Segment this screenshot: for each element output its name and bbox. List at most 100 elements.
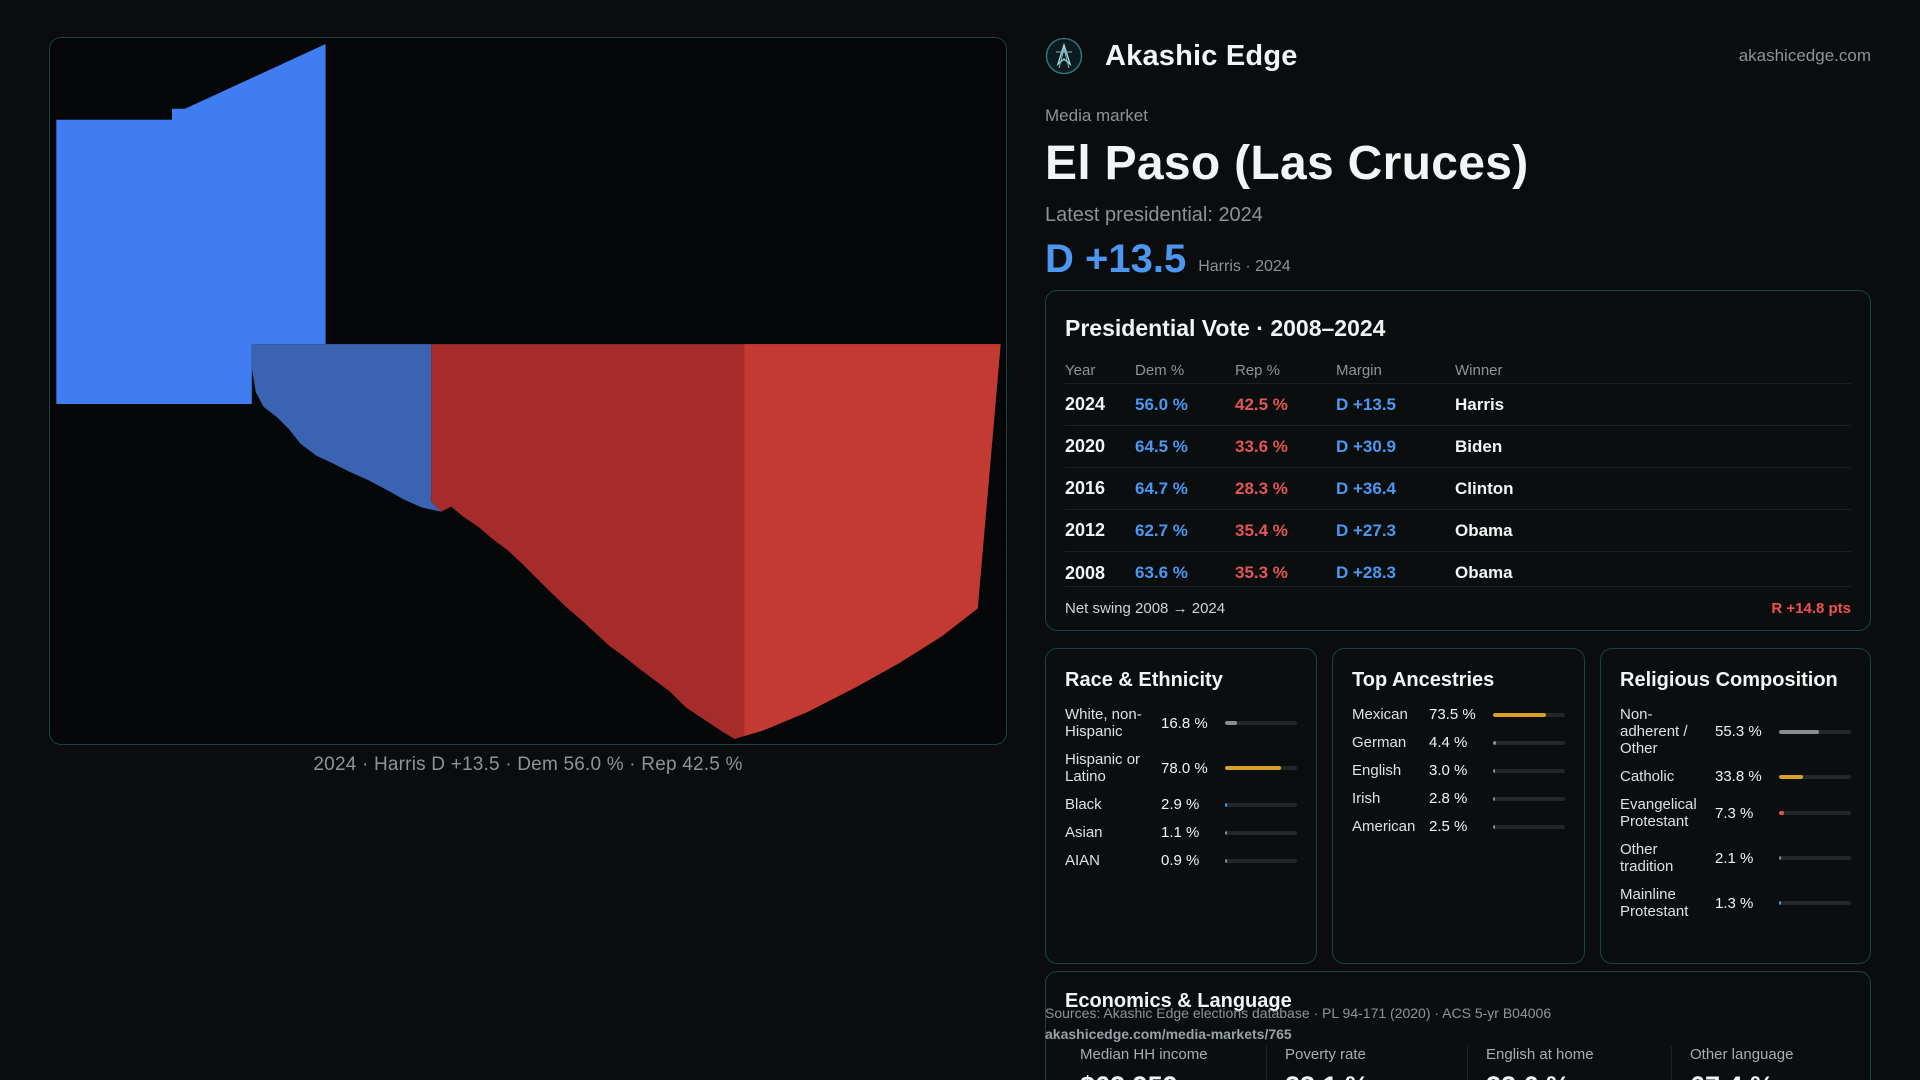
demographic-bar-fill — [1779, 811, 1785, 815]
demographic-label: Other tradition — [1620, 841, 1674, 875]
demographic-bar-fill — [1779, 774, 1804, 779]
demographics-card: Top Ancestries Mexican 73.5 % German 4.4 % En… — [1332, 648, 1585, 964]
vote-cell-year: 2012 — [1065, 520, 1106, 540]
demographics-card-title: Top Ancestries — [1352, 669, 1495, 691]
demographics-rows: Mexican 73.5 % German 4.4 % English 3.0 % Iris… — [1352, 706, 1565, 835]
demographic-label: Mexican — [1352, 706, 1408, 723]
vote-cell-winner: Harris — [1455, 394, 1505, 414]
demographic-item: Asian 1.1 % — [1065, 824, 1297, 841]
demographic-bar — [1225, 802, 1297, 807]
economics-stat-label: Poverty rate — [1285, 1046, 1366, 1063]
demographic-item: Hispanic or Latino 78.0 % — [1065, 751, 1297, 785]
demographic-bar — [1493, 740, 1565, 745]
demographic-value: 73.5 % — [1429, 706, 1476, 723]
vote-table-header: Year Dem % Rep % Margin Winner — [1065, 358, 1851, 384]
demographic-bar-fill — [1493, 740, 1497, 745]
demographic-label: Hispanic or Latino — [1065, 751, 1141, 785]
vote-col-header: Dem % — [1135, 362, 1185, 379]
demographics-card-title: Religious Composition — [1620, 669, 1838, 691]
demographic-bar — [1779, 901, 1851, 905]
demographic-value: 55.3 % — [1715, 723, 1762, 740]
vote-cell-margin: D +36.4 — [1336, 478, 1397, 498]
permalink[interactable]: akashicedge.com/media-markets/765 — [1045, 1026, 1292, 1042]
vote-cell-rep: 28.3 % — [1235, 478, 1288, 498]
economics-stat-value: 32.6 % — [1486, 1071, 1661, 1080]
economics-stat: Poverty rate 23.1 % — [1266, 1046, 1467, 1080]
economics-title: Economics & Language — [1065, 990, 1292, 1012]
map-region-big-bend-rep — [744, 344, 1001, 737]
demographic-bar — [1493, 768, 1565, 773]
detail-panel: Akashic Edge akashicedge.com Media marke… — [1045, 0, 1871, 1080]
demographic-bar — [1493, 712, 1565, 717]
map-region-el-paso-dem — [251, 344, 442, 512]
demographic-bar — [1225, 721, 1297, 725]
demographic-value: 2.9 % — [1161, 796, 1200, 813]
demographic-bar-fill — [1493, 768, 1496, 773]
demographic-bar — [1779, 729, 1851, 734]
demographic-label: Black — [1065, 796, 1102, 813]
demographic-value: 1.1 % — [1161, 824, 1200, 841]
economics-stat-value: 67.4 % — [1690, 1071, 1860, 1080]
demographic-item: Catholic 33.8 % — [1620, 768, 1851, 785]
demographic-bar — [1779, 811, 1851, 815]
demographic-item: Mexican 73.5 % — [1352, 706, 1565, 723]
vote-cell-dem: 64.7 % — [1135, 478, 1188, 498]
demographic-label: AIAN — [1065, 852, 1101, 869]
vote-col-header: Year — [1065, 362, 1096, 379]
demographic-item: Mainline Protestant 1.3 % — [1620, 886, 1851, 920]
demographic-bar-fill — [1225, 802, 1228, 807]
demographics-rows: White, non-Hispanic 16.8 % Hispanic or Lat… — [1065, 706, 1297, 869]
vote-cell-margin: D +13.5 — [1336, 394, 1397, 414]
vote-cell-dem: 62.7 % — [1135, 520, 1188, 540]
demographic-item: White, non-Hispanic 16.8 % — [1065, 706, 1297, 740]
demographic-item: Black 2.9 % — [1065, 796, 1297, 813]
demographic-item: Other tradition 2.1 % — [1620, 841, 1851, 875]
demographic-item: Irish 2.8 % — [1352, 790, 1565, 807]
margin-headline: D +13.5 — [1045, 237, 1187, 281]
brand-site-link[interactable]: akashicedge.com — [1738, 46, 1871, 65]
demographics-card-title: Race & Ethnicity — [1065, 669, 1223, 691]
demographic-bar — [1493, 824, 1565, 829]
demographics-card: Religious Composition Non-adherent / Othe… — [1600, 648, 1871, 964]
demographic-label: German — [1352, 734, 1407, 751]
vote-cell-margin: D +30.9 — [1336, 436, 1397, 456]
demographic-bar-fill — [1493, 712, 1546, 717]
brand-logo-icon — [1045, 37, 1083, 75]
vote-col-header: Margin — [1336, 362, 1382, 379]
vote-cell-dem: 56.0 % — [1135, 394, 1188, 414]
economics-stat: English at home 32.6 % — [1467, 1046, 1671, 1080]
vote-cell-year: 2016 — [1065, 478, 1106, 498]
demographic-bar — [1779, 774, 1851, 779]
vote-cell-winner: Biden — [1455, 436, 1503, 456]
presidential-vote-card: Presidential Vote · 2008–2024 Year Dem % R… — [1045, 290, 1871, 631]
vote-table-body: 2024 56.0 % 42.5 % D +13.5 Harris 2020 64.5 % 3… — [1065, 384, 1851, 594]
map-panel — [49, 37, 1007, 745]
vote-cell-margin: D +27.3 — [1336, 520, 1397, 540]
economics-stat-label: Median HH income — [1080, 1046, 1208, 1063]
economics-stat: Other language 67.4 % — [1671, 1046, 1870, 1080]
net-swing-row: Net swing 2008 → 2024 R +14.8 pts — [1065, 586, 1851, 630]
economics-stats: Median HH income $62,959 Poverty rate 23.1 … — [1046, 1046, 1870, 1080]
demographic-label: Asian — [1065, 824, 1103, 841]
vote-row: 2012 62.7 % 35.4 % D +27.3 Obama — [1065, 510, 1851, 552]
vote-col-header: Rep % — [1235, 362, 1281, 379]
page-title: El Paso (Las Cruces) — [1045, 137, 1529, 190]
vote-row: 2008 63.6 % 35.3 % D +28.3 Obama — [1065, 552, 1851, 594]
vote-cell-rep: 42.5 % — [1235, 394, 1288, 414]
demographic-bar-fill — [1225, 721, 1238, 725]
sources-line: Sources: Akashic Edge elections database… — [1045, 1005, 1552, 1021]
map-caption: 2024 · Harris D +13.5 · Dem 56.0 % · Rep… — [313, 754, 743, 775]
vote-cell-year: 2008 — [1065, 562, 1106, 583]
demographic-label: Irish — [1352, 790, 1381, 807]
vote-row: 2024 56.0 % 42.5 % D +13.5 Harris — [1065, 384, 1851, 426]
margin-note: Harris · 2024 — [1198, 258, 1291, 275]
vote-cell-dem: 63.6 % — [1135, 563, 1188, 582]
demographic-label: Non-adherent / Other — [1620, 706, 1688, 757]
demographic-item: Non-adherent / Other 55.3 % — [1620, 706, 1851, 757]
vote-cell-rep: 33.6 % — [1235, 436, 1288, 456]
demographic-bar — [1225, 858, 1297, 863]
brand-row: Akashic Edge akashicedge.com — [1045, 36, 1871, 76]
vote-cell-year: 2020 — [1065, 436, 1106, 456]
demographic-value: 78.0 % — [1161, 759, 1208, 777]
demographic-value: 2.5 % — [1429, 818, 1468, 835]
